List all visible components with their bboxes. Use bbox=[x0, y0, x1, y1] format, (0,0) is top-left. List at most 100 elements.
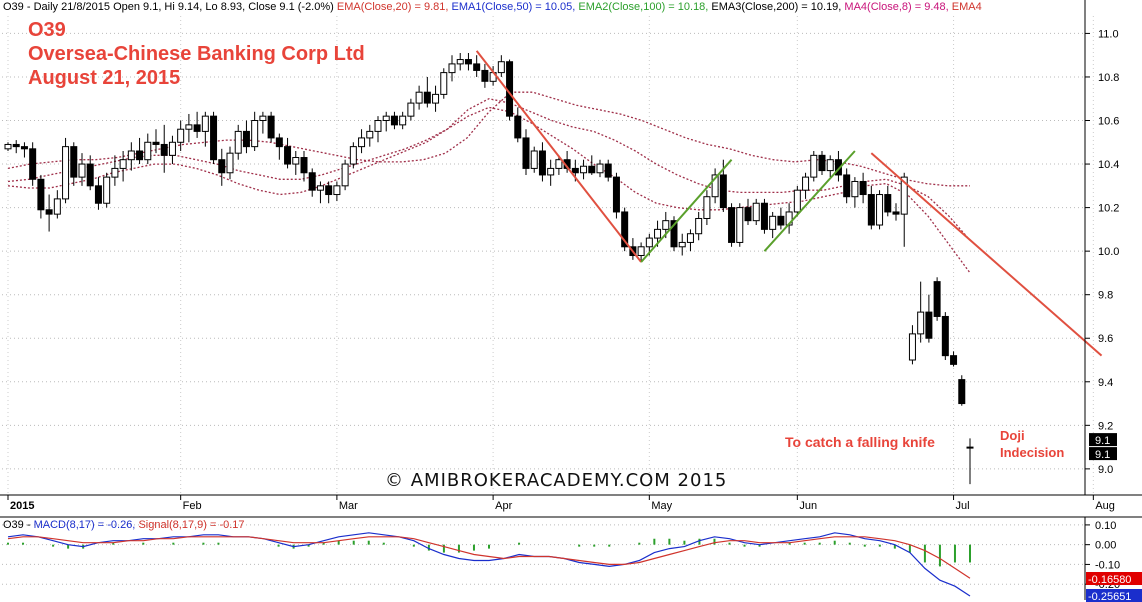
candle-body bbox=[876, 194, 884, 226]
time-tick-label: Feb bbox=[183, 500, 202, 512]
candle-body bbox=[662, 220, 670, 230]
candle-body bbox=[341, 163, 349, 187]
candle-body bbox=[29, 148, 37, 180]
macd-grid bbox=[0, 516, 1142, 585]
price-y-axis: 9.0 9.2 9.4 9.6 9.8 10.0 10.2 10.4 10.6 10.8 11.0 9… bbox=[1084, 0, 1119, 495]
candle-body bbox=[325, 185, 333, 196]
candle-body bbox=[62, 146, 70, 200]
candle-body bbox=[621, 211, 629, 248]
macd-y-axis: 0.100.00-0.10-0.20-0.16580-0.25651 bbox=[1084, 517, 1142, 602]
candle-body bbox=[160, 143, 168, 156]
candle-body bbox=[678, 241, 686, 248]
candle-body bbox=[752, 202, 760, 222]
candle-body bbox=[111, 167, 119, 178]
candle-body bbox=[950, 355, 958, 365]
candle-body bbox=[292, 157, 300, 165]
macd-last-value-box bbox=[1086, 572, 1142, 585]
candle-body bbox=[547, 167, 555, 176]
candle-body bbox=[703, 196, 711, 219]
candle-body bbox=[826, 159, 834, 172]
candle-body bbox=[440, 72, 448, 95]
candle-body bbox=[497, 61, 505, 74]
macd-label: MACD(8,17) = -0.26, bbox=[33, 519, 136, 531]
ema4-label: EMA4 bbox=[951, 1, 982, 13]
ema100-label: EMA2(Close,100) = 10.18, bbox=[578, 1, 709, 13]
candle-body bbox=[793, 189, 801, 213]
symbol-info: O39 - Daily 21/8/2015 Open 9.1, Hi 9.14,… bbox=[3, 1, 334, 13]
time-x-axis: 2015 Feb Mar Apr May Jun Jul Aug bbox=[0, 494, 1142, 512]
uptrend-line-july bbox=[763, 150, 856, 252]
candle-body bbox=[45, 209, 53, 215]
candle-body bbox=[70, 146, 78, 178]
candle-body bbox=[251, 120, 259, 148]
candle-body bbox=[193, 124, 201, 132]
candle-body bbox=[349, 146, 357, 165]
watermark: © AMIBROKERACADEMY.COM 2015 bbox=[385, 470, 728, 491]
doji-note: Doji bbox=[1000, 428, 1025, 443]
macd-last-value-box bbox=[1086, 589, 1142, 602]
candle-body bbox=[966, 446, 974, 449]
candle-body bbox=[777, 215, 785, 226]
candle-body bbox=[736, 207, 744, 243]
candle-body bbox=[456, 59, 464, 65]
candle-body bbox=[358, 137, 366, 148]
candle-body bbox=[308, 172, 316, 191]
time-tick-label: May bbox=[651, 500, 672, 512]
ema-middle-band bbox=[7, 98, 971, 241]
candle-body bbox=[267, 115, 275, 139]
ema50-label: EMA1(Close,50) = 10.05, bbox=[451, 1, 576, 13]
candle-body bbox=[892, 211, 900, 215]
macd-tick-label: 0.10 bbox=[1095, 520, 1116, 532]
candle-body bbox=[333, 185, 341, 196]
candle-body bbox=[366, 130, 374, 139]
candle-body bbox=[53, 198, 61, 215]
candle-body bbox=[119, 159, 127, 169]
last-price-label: 9.1 bbox=[1095, 449, 1110, 461]
macd-last-value-label: -0.25651 bbox=[1088, 591, 1131, 602]
candle-body bbox=[185, 124, 193, 130]
price-tick-label: 10.0 bbox=[1098, 246, 1119, 258]
candle-body bbox=[654, 228, 662, 239]
candle-body bbox=[851, 180, 859, 198]
candle-body bbox=[843, 174, 851, 198]
candle-body bbox=[481, 69, 489, 82]
trendlines bbox=[475, 50, 1103, 357]
candle-body bbox=[818, 154, 826, 172]
candle-body bbox=[210, 115, 218, 161]
candle-body bbox=[538, 150, 546, 176]
candle-body bbox=[152, 141, 160, 145]
candle-body bbox=[20, 146, 28, 150]
candle-body bbox=[670, 220, 678, 248]
macd-last-value-label: -0.16580 bbox=[1088, 574, 1131, 586]
candle-body bbox=[37, 178, 45, 211]
ma8-label: MA4(Close,8) = 9.48, bbox=[844, 1, 949, 13]
downtrend-line-august bbox=[870, 152, 1103, 357]
candle-body bbox=[201, 115, 209, 132]
candle-body bbox=[522, 137, 530, 169]
candle-body bbox=[917, 311, 925, 335]
price-tick-label: 10.6 bbox=[1098, 116, 1119, 128]
candle-body bbox=[127, 150, 135, 161]
chart-company: Oversea-Chinese Banking Corp Ltd bbox=[28, 43, 365, 65]
candle-body bbox=[242, 130, 250, 148]
ema200-label: EMA3(Close,200) = 10.19, bbox=[711, 1, 842, 13]
price-tick-label: 11.0 bbox=[1098, 28, 1119, 40]
time-tick-label: Mar bbox=[339, 500, 358, 512]
candle-body bbox=[802, 176, 810, 191]
candle-body bbox=[78, 163, 86, 178]
candle-body bbox=[925, 311, 933, 339]
candle-body bbox=[103, 176, 111, 204]
signal-line bbox=[7, 536, 971, 579]
candle-body bbox=[637, 246, 645, 256]
ema-upper-band bbox=[7, 91, 970, 187]
candle-body bbox=[555, 159, 563, 169]
candle-body bbox=[432, 93, 440, 104]
candle-body bbox=[596, 163, 604, 174]
time-tick-label: Apr bbox=[495, 500, 512, 512]
price-tick-label: 9.8 bbox=[1098, 290, 1113, 302]
time-tick-label: Jul bbox=[956, 500, 970, 512]
last-price-box bbox=[1089, 433, 1117, 447]
candle-body bbox=[448, 63, 456, 74]
price-tick-label: 10.4 bbox=[1098, 159, 1119, 171]
